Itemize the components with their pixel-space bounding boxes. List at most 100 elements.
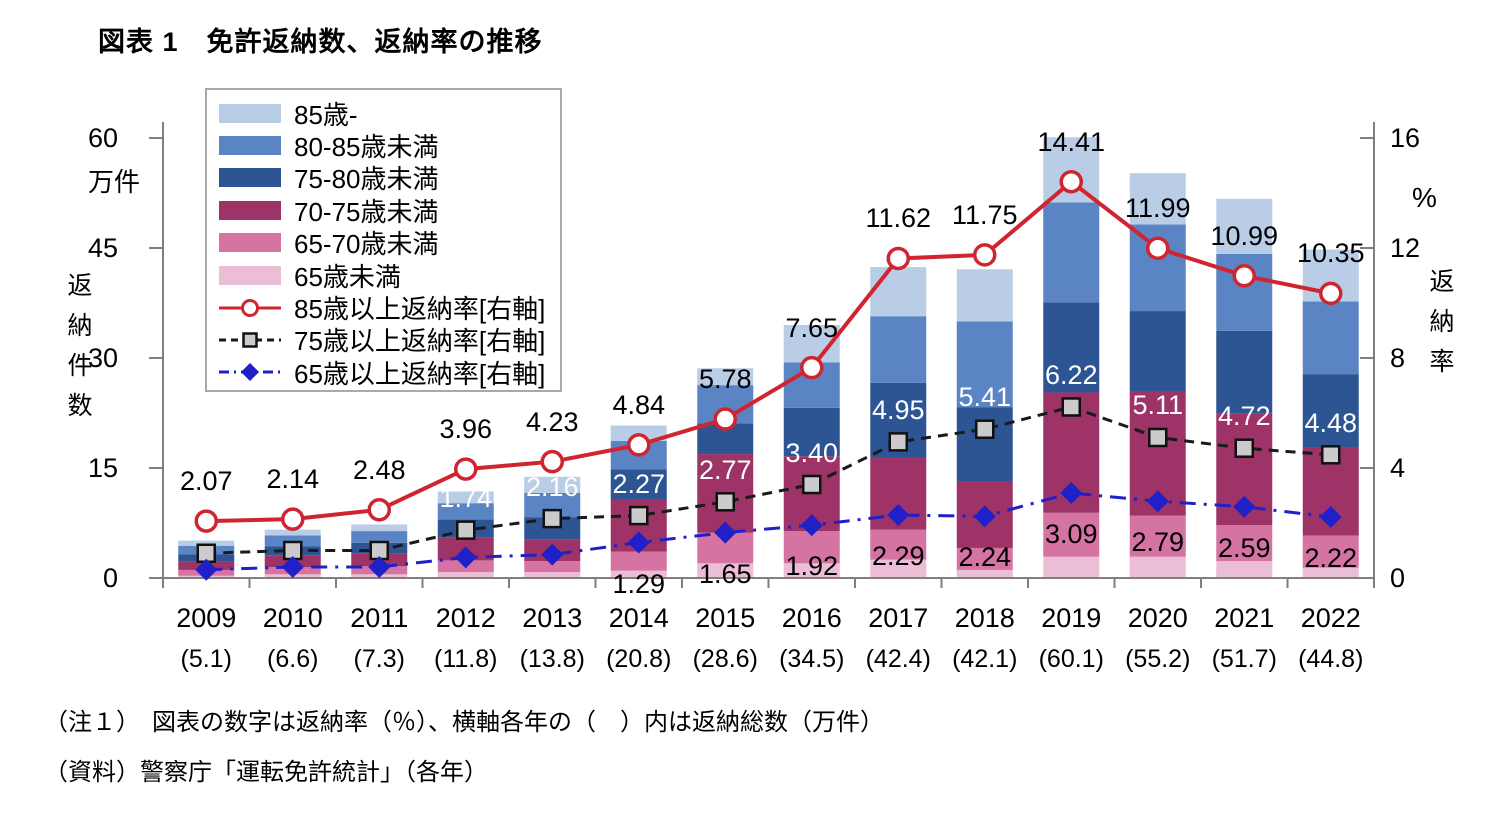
legend-marker-diamond xyxy=(241,363,259,382)
bar-segment-2012-85plus xyxy=(437,491,494,504)
bar-segment-2014-65-70 xyxy=(610,551,667,571)
bar-segment-2017-under65 xyxy=(870,559,927,578)
line-rate65 xyxy=(206,491,1331,572)
bar-segment-2021-75-80 xyxy=(1216,330,1273,414)
legend-item-85歳-: 85歳- xyxy=(219,97,560,130)
bar-segment-2012-80-85 xyxy=(437,503,494,520)
bar-segment-2019-75-80 xyxy=(1043,302,1100,393)
marker-rate65-2016 xyxy=(800,514,823,537)
marker-rate65-2020 xyxy=(1146,490,1169,513)
legend-swatch-1 xyxy=(219,136,281,156)
bar-segment-2016-75-80 xyxy=(783,407,840,457)
bar-segment-2018-85plus xyxy=(956,269,1013,322)
legend-label: 65-70歳未満 xyxy=(294,229,439,260)
marker-rate75-2020 xyxy=(1148,427,1168,448)
bar-segment-2014-under65 xyxy=(610,570,667,578)
legend-label: 75-80歳未満 xyxy=(294,164,439,195)
marker-rate85-2019 xyxy=(1059,169,1083,194)
legend-line-sample-1 xyxy=(219,332,281,348)
bar-segment-2020-65-70 xyxy=(1129,515,1186,557)
figure-title: 図表 1 免許返納数、返納率の推移 xyxy=(98,27,543,57)
marker-rate85-2016 xyxy=(800,355,824,380)
footnote-1: （注１） 図表の数字は返納率（％）、横軸各年の（ ）内は返納総数（万件） xyxy=(44,709,884,736)
legend-box: 85歳- 80-85歳未満 75-80歳未満 70-75歳未満 65-70歳未満 65歳未… xyxy=(205,88,562,392)
marker-rate85-2017 xyxy=(886,246,910,271)
legend-item-75歳以上返納率[右軸]: 75歳以上返納率[右軸] xyxy=(219,324,560,356)
legend-swatch-4 xyxy=(219,233,281,253)
marker-rate65-2014 xyxy=(627,531,650,554)
legend-label: 65歳未満 xyxy=(294,261,401,292)
marker-rate75-2018 xyxy=(975,419,995,439)
bar-segment-2017-65-70 xyxy=(870,529,927,560)
bar-segment-2012-under65 xyxy=(437,572,494,578)
marker-rate75-2016 xyxy=(802,474,822,495)
marker-rate75-2019 xyxy=(1061,397,1081,417)
marker-rate65-2015 xyxy=(714,521,737,544)
bar-segment-2018-75-80 xyxy=(956,407,1013,482)
bar-segment-2021-65-70 xyxy=(1216,525,1273,562)
legend-item-70-75歳未満: 70-75歳未満 xyxy=(219,194,560,227)
marker-rate85-2011 xyxy=(367,498,391,522)
legend-label: 70-75歳未満 xyxy=(294,196,439,227)
bar-segment-2017-80-85 xyxy=(870,316,927,383)
marker-rate85-2022 xyxy=(1319,281,1343,306)
bar-segment-2013-under65 xyxy=(524,572,581,578)
footnote-2: （資料）警察庁「運転免許統計」（各年） xyxy=(44,759,488,786)
marker-rate65-2012 xyxy=(454,546,477,569)
bar-segment-2011-85plus xyxy=(351,524,408,532)
bar-segment-2020-75-80 xyxy=(1129,311,1186,391)
marker-rate85-2020 xyxy=(1146,236,1170,261)
legend-item-80-85歳未満: 80-85歳未満 xyxy=(219,129,560,163)
bar-segment-2018-80-85 xyxy=(956,321,1013,408)
left-axis-unit: 万件 xyxy=(87,167,140,197)
marker-rate75-2017 xyxy=(888,432,908,452)
legend-item-65-70歳未満: 65-70歳未満 xyxy=(219,227,560,259)
marker-rate65-2021 xyxy=(1233,495,1256,518)
legend-label: 85歳- xyxy=(294,99,358,130)
bar-segment-2013-65-70 xyxy=(524,561,581,573)
bar-segment-2013-85plus xyxy=(524,476,581,493)
bar-segment-2015-85plus xyxy=(697,368,754,386)
legend-label: 80-85歳未満 xyxy=(294,132,439,163)
marker-rate75-2021 xyxy=(1234,438,1254,458)
bar-segment-2009-85plus xyxy=(178,540,235,546)
legend-swatch-0 xyxy=(219,103,281,123)
bar-segment-2015-under65 xyxy=(697,563,754,578)
marker-rate85-2015 xyxy=(713,407,737,431)
bar-segment-2011-80-85 xyxy=(351,531,408,543)
marker-rate75-2015 xyxy=(715,492,735,512)
bar-segment-2016-under65 xyxy=(783,563,840,578)
legend-swatch-2 xyxy=(219,168,281,188)
marker-rate65-2009 xyxy=(195,558,218,581)
marker-rate85-2014 xyxy=(627,433,651,457)
marker-rate85-2018 xyxy=(973,243,997,267)
bar-segment-2019-under65 xyxy=(1043,556,1100,578)
legend-item-75-80歳未満: 75-80歳未満 xyxy=(219,162,560,194)
bar-segment-2021-under65 xyxy=(1216,561,1273,578)
legend-item-85歳以上返納率[右軸]: 85歳以上返納率[右軸] xyxy=(219,291,560,324)
marker-rate85-2010 xyxy=(281,507,305,531)
right-axis-unit: % xyxy=(1412,182,1437,213)
marker-rate75-2013 xyxy=(542,508,562,529)
marker-rate65-2010 xyxy=(281,556,304,578)
bar-segment-2022-65-70 xyxy=(1302,535,1359,568)
marker-rate65-2022 xyxy=(1319,505,1342,528)
legend-marker-square xyxy=(242,332,258,348)
legend-line-sample-0 xyxy=(219,298,281,317)
legend-label: 75歳以上返納率[右軸] xyxy=(294,326,546,357)
bar-segment-2019-80-85 xyxy=(1043,202,1100,303)
marker-rate65-2017 xyxy=(887,504,910,527)
line-rate85 xyxy=(206,179,1332,524)
marker-rate65-2019 xyxy=(1060,482,1083,505)
bar-segment-2021-85plus xyxy=(1216,198,1273,254)
marker-rate85-2013 xyxy=(540,449,564,474)
marker-rate75-2014 xyxy=(629,505,649,526)
legend-item-65歳以上返納率[右軸]: 65歳以上返納率[右軸] xyxy=(219,356,560,389)
marker-rate75-2022 xyxy=(1321,445,1341,465)
bar-segment-2022-80-85 xyxy=(1302,301,1359,375)
marker-rate85-2021 xyxy=(1232,264,1256,288)
legend-item-65歳未満: 65歳未満 xyxy=(219,259,560,292)
bar-segment-2017-85plus xyxy=(870,267,927,317)
